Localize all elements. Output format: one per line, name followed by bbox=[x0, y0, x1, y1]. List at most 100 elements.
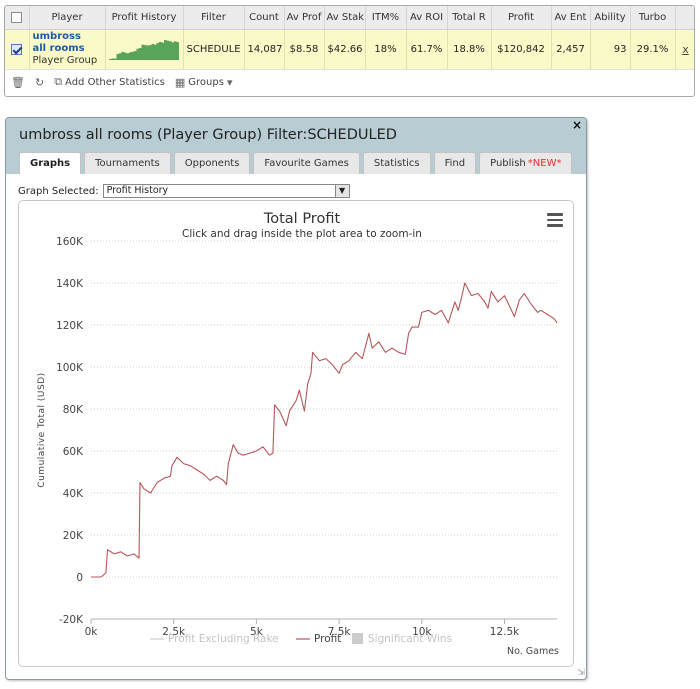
dialog-header: umbross all rooms (Player Group) Filter:… bbox=[6, 118, 586, 174]
dialog-tabs: Graphs Tournaments Opponents Favourite G… bbox=[19, 152, 573, 174]
sparkline-bar bbox=[141, 44, 145, 61]
dialog-title: umbross all rooms (Player Group) Filter:… bbox=[19, 127, 397, 143]
table-header-row: Player Profit History Filter Count Av Pr… bbox=[5, 6, 694, 30]
row-checkbox[interactable] bbox=[5, 29, 30, 69]
legend-symbol-significant-wins bbox=[352, 633, 363, 644]
remove-row-cell: x bbox=[675, 29, 694, 69]
x-axis-title: No. Games bbox=[507, 646, 559, 657]
av-profit-cell: $8.58 bbox=[284, 29, 325, 69]
column-header-player[interactable]: Player bbox=[29, 6, 106, 30]
sparkline-bar bbox=[129, 52, 132, 61]
add-other-statistics-label: Add Other Statistics bbox=[65, 76, 165, 88]
sparkline-bar bbox=[159, 42, 162, 61]
tab-graphs[interactable]: Graphs bbox=[19, 152, 82, 174]
sparkline-bar bbox=[176, 42, 179, 61]
ability-cell: 93 bbox=[590, 29, 631, 69]
select-all-checkbox[interactable] bbox=[5, 6, 30, 30]
sparkline-bar bbox=[144, 45, 147, 61]
graph-select-row: Graph Selected: Profit History ▼ bbox=[18, 184, 350, 198]
sparkline-bar bbox=[174, 41, 177, 61]
tab-publish[interactable]: Publish *NEW* bbox=[479, 152, 573, 174]
filter-cell: SCHEDULE bbox=[183, 29, 245, 69]
tab-publish-label: Publish bbox=[490, 158, 526, 169]
tab-favourite-games[interactable]: Favourite Games bbox=[253, 152, 360, 174]
column-header-profit-history[interactable]: Profit History bbox=[105, 6, 184, 30]
resize-handle-icon[interactable]: ⇲ bbox=[577, 668, 585, 678]
series-line-profit bbox=[91, 282, 558, 578]
graph-select-dropdown[interactable]: Profit History ▼ bbox=[102, 184, 350, 198]
column-header-itm[interactable]: ITM% bbox=[365, 6, 407, 30]
sparkline-bar bbox=[146, 45, 150, 61]
close-icon[interactable]: × bbox=[571, 118, 582, 132]
y-tick-label: 0 bbox=[76, 572, 83, 584]
column-header-av-profit[interactable]: Av Prof bbox=[284, 6, 325, 30]
graph-select-value: Profit History bbox=[106, 185, 169, 196]
column-header-av-stake[interactable]: Av Stak bbox=[324, 6, 366, 30]
remove-row-link[interactable]: x bbox=[682, 42, 689, 56]
graph-selected-label: Graph Selected: bbox=[18, 185, 99, 197]
column-header-remove bbox=[675, 6, 694, 30]
statistics-table: Player Profit History Filter Count Av Pr… bbox=[5, 6, 694, 69]
sparkline-bar bbox=[116, 54, 120, 61]
column-header-av-entrants[interactable]: Av Ent bbox=[551, 6, 591, 30]
x-tick-label: 2.5k bbox=[162, 626, 186, 638]
y-axis-title: Cumulative Total (USD) bbox=[37, 372, 47, 487]
x-tick-label: 0k bbox=[85, 626, 99, 638]
av-entrants-cell: 2,457 bbox=[551, 29, 591, 69]
sparkline-bar bbox=[156, 43, 160, 61]
y-tick-label: 60K bbox=[63, 446, 84, 458]
y-tick-label: 80K bbox=[63, 404, 84, 416]
sparkline-bar bbox=[151, 44, 155, 61]
tab-statistics[interactable]: Statistics bbox=[362, 152, 431, 174]
player-name-line1[interactable]: umbross bbox=[32, 31, 81, 43]
chart-title: Total Profit bbox=[263, 211, 341, 227]
turbo-cell: 29.1% bbox=[630, 29, 676, 69]
chart-menu-icon[interactable] bbox=[547, 213, 563, 230]
statistics-toolbar: 🗑 ↻ ⧉ Add Other Statistics ▦ Groups ▾ bbox=[5, 69, 694, 94]
tab-opponents[interactable]: Opponents bbox=[173, 152, 251, 174]
column-header-total-roi[interactable]: Total R bbox=[447, 6, 492, 30]
total-roi-cell: 18.8% bbox=[447, 29, 492, 69]
profit-history-sparkline[interactable] bbox=[109, 38, 179, 61]
sparkline-bar bbox=[109, 59, 112, 61]
y-tick-label: 40K bbox=[63, 488, 84, 500]
refresh-icon[interactable]: ↻ bbox=[34, 75, 45, 89]
add-other-statistics-button[interactable]: ⧉ Add Other Statistics bbox=[54, 75, 165, 89]
y-tick-label: 140K bbox=[56, 278, 84, 290]
x-tick-label: 7.5k bbox=[328, 626, 352, 638]
player-name-line2[interactable]: all rooms bbox=[32, 43, 85, 55]
legend-item-significant-wins: Significant Wins bbox=[368, 633, 452, 645]
legend-item-profit: Profit bbox=[314, 633, 341, 645]
trash-icon[interactable]: 🗑 bbox=[11, 75, 25, 89]
table-row[interactable]: umbross all rooms Player Group SCHEDULE … bbox=[5, 29, 694, 69]
groups-dropdown[interactable]: ▦ Groups ▾ bbox=[175, 76, 233, 89]
sparkline-bar bbox=[154, 44, 157, 61]
sparkline-bar bbox=[134, 51, 137, 61]
profit-history-sparkline-cell[interactable] bbox=[105, 29, 184, 69]
x-tick-label: 10k bbox=[412, 626, 432, 638]
y-tick-label: 100K bbox=[56, 362, 84, 374]
chart-container: Total Profit Click and drag inside the pl… bbox=[18, 200, 574, 667]
column-header-profit[interactable]: Profit bbox=[491, 6, 552, 30]
new-badge: *NEW* bbox=[527, 158, 562, 169]
tab-find[interactable]: Find bbox=[433, 152, 477, 174]
y-tick-label: -20K bbox=[59, 614, 84, 626]
column-header-turbo[interactable]: Turbo bbox=[630, 6, 676, 30]
sparkline-bar bbox=[124, 52, 127, 61]
tab-tournaments[interactable]: Tournaments bbox=[84, 152, 171, 174]
player-group-dialog: umbross all rooms (Player Group) Filter:… bbox=[5, 117, 587, 680]
y-tick-label: 160K bbox=[56, 236, 84, 248]
sparkline-bar bbox=[111, 58, 115, 61]
sparkline-bar bbox=[126, 53, 130, 61]
player-cell[interactable]: umbross all rooms Player Group bbox=[29, 29, 106, 69]
count-cell: 14,087 bbox=[244, 29, 285, 69]
sparkline-bar bbox=[119, 53, 122, 61]
x-tick-label: 5k bbox=[250, 626, 264, 638]
column-header-filter[interactable]: Filter bbox=[183, 6, 245, 30]
chevron-down-icon[interactable]: ▼ bbox=[334, 185, 349, 197]
column-header-av-roi[interactable]: Av ROI bbox=[406, 6, 448, 30]
chevron-down-icon: ▾ bbox=[226, 75, 233, 89]
column-header-count[interactable]: Count bbox=[244, 6, 285, 30]
column-header-ability[interactable]: Ability bbox=[590, 6, 631, 30]
